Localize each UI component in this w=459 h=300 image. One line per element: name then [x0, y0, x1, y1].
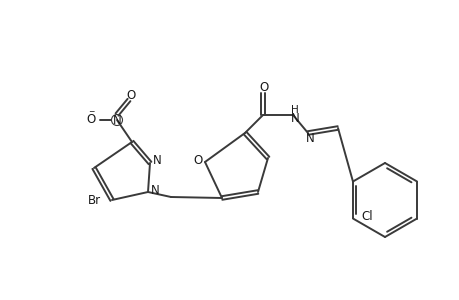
- Text: H: H: [291, 105, 298, 115]
- Text: N: N: [150, 184, 159, 196]
- Text: N: N: [112, 113, 121, 127]
- Text: O: O: [126, 88, 135, 101]
- Text: N: N: [152, 154, 161, 166]
- Text: O: O: [193, 154, 202, 166]
- Text: −: −: [88, 107, 94, 116]
- Text: Br: Br: [87, 194, 101, 206]
- Text: N: N: [290, 112, 299, 124]
- Text: N: N: [305, 131, 313, 145]
- Text: O: O: [86, 112, 95, 125]
- Text: O: O: [259, 80, 268, 94]
- Text: Cl: Cl: [360, 210, 372, 223]
